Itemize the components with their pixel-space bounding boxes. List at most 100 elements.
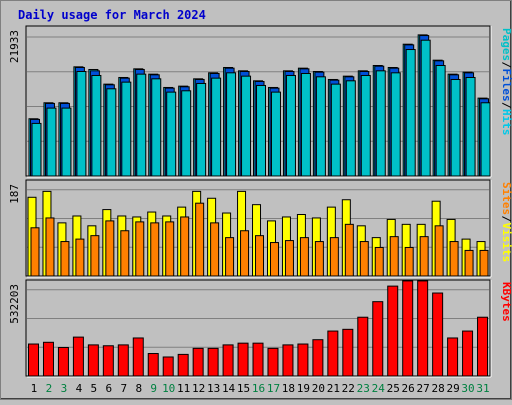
bar-kbytes-16 <box>252 342 264 377</box>
x-axis-labels: 1 2 3 4 5 6 7 8 9 10 11 12 13 14 15 16 17 18 19 20 21 22 23 24 2… <box>31 382 490 395</box>
bar-kbytes-7 <box>117 344 129 377</box>
bar-pages-29 <box>450 78 461 177</box>
bar-pages-24 <box>375 70 386 177</box>
panel-middle: 187 Sites/Visits <box>8 179 512 278</box>
bar-sites-31 <box>479 249 489 277</box>
bar-sites-1 <box>30 227 40 277</box>
x-tick-label-10: 10 <box>162 382 175 395</box>
legend-entry-kbytes: KBytes <box>500 282 512 322</box>
bar-sites-14 <box>225 237 235 277</box>
legend-entry-visits: Visits <box>500 223 512 263</box>
bar-kbytes-6 <box>102 345 114 377</box>
x-tick-label-29: 29 <box>446 382 459 395</box>
bar-sites-15 <box>240 230 250 277</box>
bar-pages-2 <box>46 107 57 177</box>
bar-pages-18 <box>285 74 296 177</box>
bar-kbytes-8 <box>132 337 144 377</box>
x-tick-label-31: 31 <box>476 382 489 395</box>
bar-kbytes-30 <box>462 330 474 377</box>
bar-kbytes-18 <box>282 344 294 377</box>
bar-sites-30 <box>464 249 474 277</box>
legend-middle: Sites/Visits <box>500 182 512 262</box>
bar-kbytes-4 <box>72 336 84 377</box>
bar-kbytes-15 <box>237 342 249 377</box>
x-tick-label-3: 3 <box>61 382 68 395</box>
x-tick-label-5: 5 <box>91 382 98 395</box>
legend-separator: / <box>500 62 512 69</box>
legend-entry-hits: Hits <box>500 109 512 136</box>
bar-kbytes-31 <box>477 316 489 377</box>
bar-sites-16 <box>255 235 265 277</box>
bar-pages-17 <box>270 91 281 177</box>
bar-kbytes-12 <box>192 347 204 377</box>
bar-pages-20 <box>315 76 326 177</box>
bar-pages-26 <box>405 49 416 177</box>
bar-sites-28 <box>434 225 444 277</box>
x-tick-label-22: 22 <box>342 382 355 395</box>
bar-sites-5 <box>90 235 100 277</box>
x-tick-label-20: 20 <box>312 382 325 395</box>
bar-pages-3 <box>61 107 72 177</box>
bar-pages-11 <box>181 90 192 177</box>
x-tick-label-13: 13 <box>207 382 220 395</box>
bar-sites-26 <box>404 246 414 277</box>
bar-kbytes-19 <box>297 343 309 377</box>
x-tick-label-11: 11 <box>177 382 190 395</box>
bar-sites-9 <box>150 222 160 277</box>
bar-kbytes-5 <box>87 344 99 377</box>
x-tick-label-14: 14 <box>222 382 236 395</box>
bar-kbytes-20 <box>312 339 324 377</box>
x-tick-label-7: 7 <box>120 382 127 395</box>
bar-kbytes-29 <box>447 337 459 377</box>
bar-sites-22 <box>344 223 354 277</box>
y-max-label: 532203 <box>8 284 21 324</box>
legend-entry-pages: Pages <box>500 28 512 61</box>
legend-entry-sites: Sites <box>500 182 512 215</box>
bar-pages-9 <box>151 78 162 177</box>
bar-kbytes-9 <box>147 353 159 377</box>
x-tick-label-1: 1 <box>31 382 38 395</box>
bar-sites-6 <box>105 220 115 277</box>
x-tick-label-18: 18 <box>282 382 295 395</box>
x-tick-label-30: 30 <box>461 382 474 395</box>
legend-bottom: KBytes <box>500 282 512 322</box>
bar-kbytes-28 <box>432 292 444 377</box>
bar-pages-12 <box>196 82 207 177</box>
bar-sites-2 <box>45 217 55 277</box>
bar-pages-1 <box>31 122 42 177</box>
legend-entry-files: Files <box>500 69 512 102</box>
bar-sites-25 <box>389 236 399 277</box>
bar-sites-12 <box>195 202 205 277</box>
bar-pages-25 <box>390 72 401 177</box>
bar-sites-10 <box>165 221 175 277</box>
chart-title: Daily usage for March 2024 <box>18 8 206 22</box>
bar-pages-4 <box>76 70 87 177</box>
x-tick-label-16: 16 <box>252 382 265 395</box>
bar-pages-19 <box>300 72 311 177</box>
bar-pages-28 <box>435 64 446 177</box>
bar-kbytes-21 <box>327 330 339 377</box>
bar-pages-14 <box>226 72 237 177</box>
bar-pages-21 <box>330 83 341 177</box>
bar-sites-20 <box>314 241 324 277</box>
x-tick-label-21: 21 <box>327 382 340 395</box>
bar-sites-3 <box>60 241 70 277</box>
bar-pages-23 <box>360 74 371 177</box>
bar-kbytes-17 <box>267 347 279 377</box>
bar-pages-7 <box>121 81 132 177</box>
bar-sites-23 <box>359 241 369 277</box>
bar-sites-24 <box>374 246 384 277</box>
panel-top: 21933 Pages/Files/Hits <box>8 25 512 178</box>
x-tick-label-23: 23 <box>357 382 370 395</box>
x-tick-label-27: 27 <box>417 382 430 395</box>
bar-pages-5 <box>91 74 102 177</box>
bar-pages-6 <box>106 88 117 177</box>
bar-kbytes-22 <box>342 328 354 377</box>
panel-bottom: 532203 KBytes <box>8 279 512 378</box>
bar-sites-8 <box>135 221 145 277</box>
x-tick-label-6: 6 <box>106 382 113 395</box>
bar-pages-31 <box>480 102 491 177</box>
bar-kbytes-27 <box>417 280 429 377</box>
legend-top: Pages/Files/Hits <box>500 28 512 136</box>
bar-sites-7 <box>120 230 130 277</box>
